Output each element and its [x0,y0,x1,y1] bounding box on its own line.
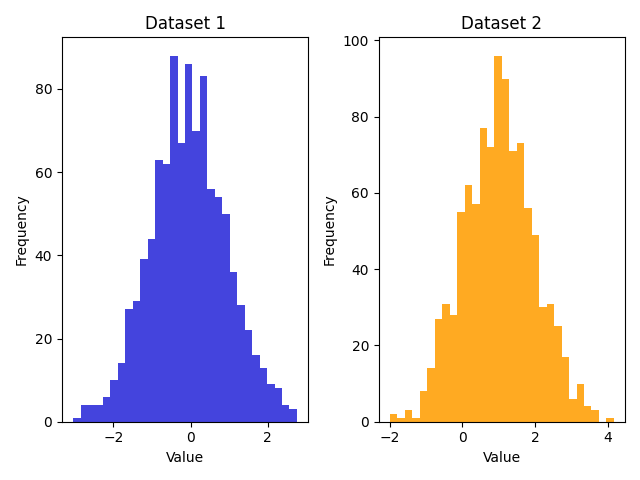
Bar [177,143,185,422]
Bar [237,305,244,422]
Bar [185,64,193,422]
Bar [428,368,435,422]
Bar [260,368,267,422]
Bar [118,363,125,422]
Title: Dataset 1: Dataset 1 [145,15,225,33]
Bar [140,260,148,422]
Bar [509,151,517,422]
Bar [155,160,163,422]
Bar [73,418,81,422]
Bar [267,384,275,422]
Bar [450,315,457,422]
Bar [95,405,103,422]
Bar [435,319,442,422]
Bar [230,272,237,422]
Bar [487,147,495,422]
Bar [289,409,297,422]
Bar [472,204,479,422]
Bar [606,418,614,422]
Bar [412,418,420,422]
Bar [532,235,539,422]
Bar [442,303,450,422]
Bar [591,410,599,422]
Bar [524,208,532,422]
X-axis label: Value: Value [483,451,521,465]
Bar [111,380,118,422]
Bar [584,407,591,422]
Bar [457,212,465,422]
Bar [125,310,132,422]
Bar [132,301,140,422]
Bar [502,79,509,422]
Bar [554,326,561,422]
Bar [163,164,170,422]
Bar [170,56,177,422]
Bar [282,405,289,422]
Bar [465,185,472,422]
Bar [479,128,487,422]
Bar [215,197,222,422]
Bar [81,405,88,422]
Y-axis label: Frequency: Frequency [323,193,337,265]
Bar [397,418,405,422]
Title: Dataset 2: Dataset 2 [461,15,542,33]
Bar [577,384,584,422]
Bar [88,405,95,422]
Bar [405,410,412,422]
Y-axis label: Frequency: Frequency [15,193,29,265]
Bar [517,144,524,422]
Bar [103,397,111,422]
Bar [420,391,428,422]
X-axis label: Value: Value [166,451,204,465]
Bar [495,56,502,422]
Bar [547,303,554,422]
Bar [390,414,397,422]
Bar [148,239,155,422]
Bar [275,388,282,422]
Bar [193,131,200,422]
Bar [200,76,207,422]
Bar [569,399,577,422]
Bar [539,307,547,422]
Bar [252,355,260,422]
Bar [207,189,215,422]
Bar [222,214,230,422]
Bar [244,330,252,422]
Bar [561,357,569,422]
